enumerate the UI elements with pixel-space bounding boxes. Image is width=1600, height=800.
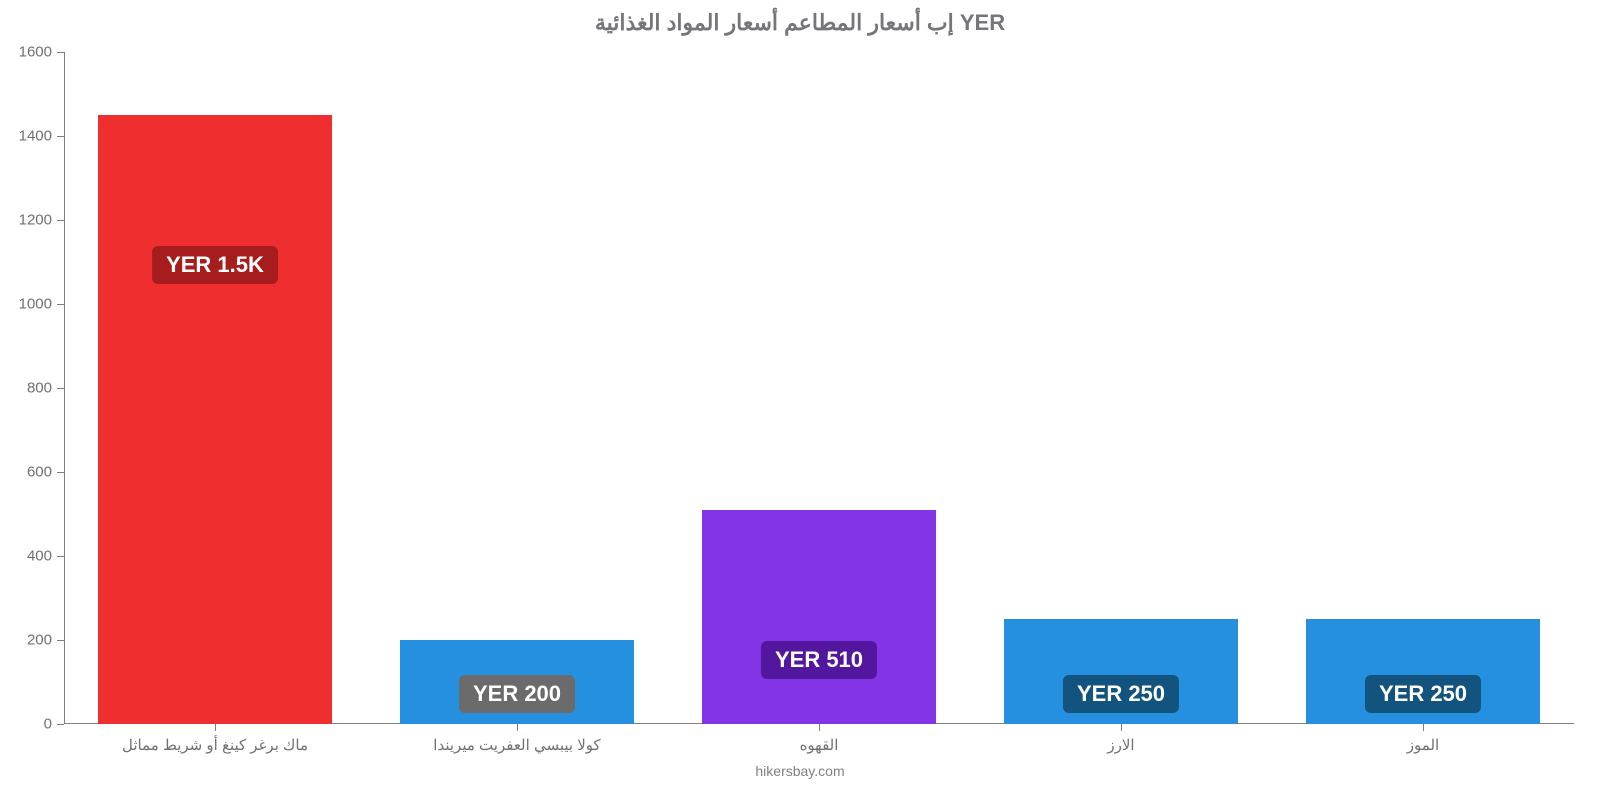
y-tick bbox=[57, 556, 64, 557]
x-tick bbox=[1121, 724, 1122, 731]
x-tick bbox=[819, 724, 820, 731]
x-tick-label: الموز bbox=[1407, 736, 1439, 754]
value-badge: YER 250 bbox=[1063, 675, 1179, 713]
x-tick-label: ماك برغر كينغ أو شريط مماثل bbox=[122, 736, 308, 754]
bar bbox=[702, 510, 936, 724]
y-tick bbox=[57, 52, 64, 53]
y-tick bbox=[57, 304, 64, 305]
y-tick bbox=[57, 640, 64, 641]
y-tick-label: 200 bbox=[27, 632, 52, 649]
y-tick-label: 1600 bbox=[19, 44, 52, 61]
y-tick bbox=[57, 724, 64, 725]
x-tick bbox=[1423, 724, 1424, 731]
y-tick bbox=[57, 388, 64, 389]
y-tick bbox=[57, 220, 64, 221]
bar bbox=[98, 115, 332, 724]
value-badge: YER 250 bbox=[1365, 675, 1481, 713]
y-tick-label: 400 bbox=[27, 548, 52, 565]
value-badge: YER 510 bbox=[761, 641, 877, 679]
chart-footer: hikersbay.com bbox=[0, 763, 1600, 779]
y-tick-label: 800 bbox=[27, 380, 52, 397]
chart-area: 02004006008001000120014001600ماك برغر كي… bbox=[64, 52, 1574, 724]
x-tick-label: كولا بيبسي العفريت ميريندا bbox=[433, 736, 600, 754]
value-badge: YER 1.5K bbox=[152, 246, 278, 284]
x-tick-label: القهوه bbox=[800, 736, 839, 754]
y-axis bbox=[64, 52, 65, 724]
value-badge: YER 200 bbox=[459, 675, 575, 713]
x-tick-label: الارز bbox=[1107, 736, 1134, 754]
x-tick bbox=[517, 724, 518, 731]
x-tick bbox=[215, 724, 216, 731]
y-tick bbox=[57, 472, 64, 473]
y-tick-label: 1200 bbox=[19, 212, 52, 229]
y-tick-label: 0 bbox=[44, 716, 52, 733]
y-tick-label: 1000 bbox=[19, 296, 52, 313]
y-tick bbox=[57, 136, 64, 137]
chart-title: إب أسعار المطاعم أسعار المواد الغذائية Y… bbox=[0, 0, 1600, 36]
y-tick-label: 600 bbox=[27, 464, 52, 481]
plot-area: 02004006008001000120014001600ماك برغر كي… bbox=[64, 52, 1574, 724]
y-tick-label: 1400 bbox=[19, 128, 52, 145]
